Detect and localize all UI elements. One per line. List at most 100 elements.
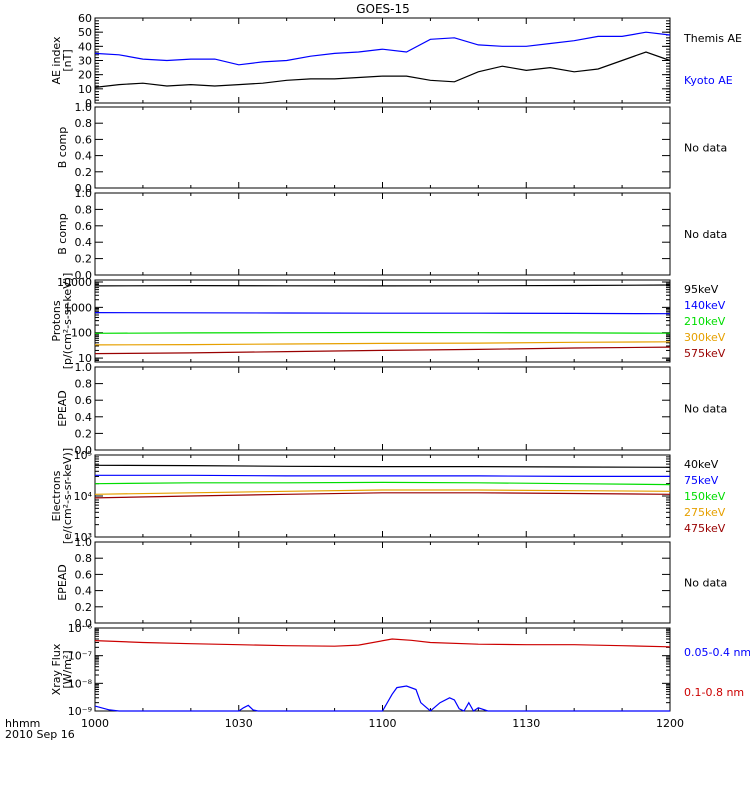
y-axis-label: AE index — [50, 36, 63, 85]
panel-frame — [94, 106, 671, 189]
plot-title: GOES-15 — [356, 2, 410, 16]
y-tick-label: 0.4 — [75, 236, 93, 249]
legend-entry: 300keV — [684, 331, 726, 344]
no-data-note: No data — [684, 577, 727, 590]
y-tick-label: 100 — [71, 327, 92, 340]
y-axis-label: [e/(cm²-s-sr-keV)] — [61, 448, 74, 544]
y-tick-label: 0.0 — [75, 182, 93, 195]
y-tick-label: 0.6 — [75, 133, 93, 146]
y-tick-label: 0.2 — [75, 253, 93, 266]
legend-entry: 0.05-0.4 nm — [684, 646, 750, 659]
y-tick-label: 1000 — [64, 301, 92, 314]
y-tick-label: 0.4 — [75, 150, 93, 163]
y-tick-label: 10⁻⁸ — [68, 677, 93, 690]
y-tick-label: 1.0 — [75, 536, 93, 549]
legend-entry: 95keV — [684, 283, 719, 296]
legend-entry: 40keV — [684, 458, 719, 471]
series-line-275kev — [94, 489, 671, 495]
y-tick-label: 0.8 — [75, 203, 93, 216]
legend-entry: 210keV — [684, 315, 726, 328]
y-tick-label: 0.6 — [75, 568, 93, 581]
y-tick-label: 10000 — [57, 276, 92, 289]
panel-epead2: 0.0 0.2 0.4 0.6 0.8 1.0 EPEAD No data — [56, 536, 727, 630]
x-tick-label: 1030 — [225, 717, 253, 730]
y-axis-label: EPEAD — [56, 564, 69, 601]
series-line-575kev — [94, 346, 671, 355]
y-axis-label: EPEAD — [56, 390, 69, 427]
y-tick-label: 0.4 — [75, 411, 93, 424]
y-tick-label: 0.4 — [75, 585, 93, 598]
y-tick-label: 10⁻⁶ — [68, 622, 93, 635]
series-line-75kev — [95, 474, 670, 477]
y-tick-label: 0.0 — [75, 269, 93, 282]
time-axis-label: hhmm — [5, 717, 40, 730]
date-label: 2010 Sep 16 — [5, 728, 75, 741]
panel-frame — [94, 366, 671, 451]
y-tick-label: 0.2 — [75, 427, 93, 440]
y-tick-label: 0.8 — [75, 378, 93, 391]
y-tick-label: 10⁴ — [74, 490, 93, 503]
y-tick-label: 0.2 — [75, 601, 93, 614]
y-axis-label: Xray Flux — [50, 643, 63, 695]
y-tick-label: 0.6 — [75, 394, 93, 407]
series-line-40kev — [94, 464, 671, 468]
series-line-0-1-0-8-nm — [94, 638, 671, 648]
y-tick-label: 40 — [78, 40, 92, 53]
no-data-note: No data — [684, 228, 727, 241]
legend-entry: 575keV — [684, 347, 726, 360]
no-data-note: No data — [684, 142, 727, 155]
series-line-475kev — [94, 492, 671, 499]
panel-electrons: 10³ 10⁴ 10⁵ Electrons[e/(cm²-s-sr-keV)] 40ke… — [50, 448, 726, 544]
y-tick-label: 0.8 — [75, 552, 93, 565]
panel-xray: 10⁻⁹ 10⁻⁸ 10⁻⁷ 10⁻⁶ Xray Flux[W/m²] 0.05-0.4 … — [50, 622, 750, 718]
x-tick-label: 1000 — [81, 717, 109, 730]
panel-bcomp1: 0.0 0.2 0.4 0.6 0.8 1.0 B comp No data — [56, 101, 727, 195]
x-tick-label: 1130 — [512, 717, 540, 730]
y-tick-label: 10⁻⁷ — [68, 650, 92, 663]
y-tick-label: 0.2 — [75, 166, 93, 179]
y-axis-label: Protons — [50, 300, 63, 341]
legend-entry: 75keV — [684, 474, 719, 487]
series-line-210kev — [94, 331, 671, 334]
y-tick-label: 10 — [78, 83, 92, 96]
series-line-140kev — [94, 312, 671, 315]
panel-frame — [94, 192, 671, 276]
y-tick-label: 0.8 — [75, 117, 93, 130]
y-tick-label: 10⁵ — [74, 449, 92, 462]
series-line-0-05-0-4-nm — [94, 685, 670, 712]
legend-entry: 140keV — [684, 299, 726, 312]
panel-frame — [94, 17, 671, 104]
series-line-themis-ae — [94, 51, 671, 88]
series-line-kyoto-ae — [94, 31, 671, 66]
y-tick-label: 0 — [85, 97, 92, 110]
legend-entry: 275keV — [684, 506, 726, 519]
series-line-95kev — [94, 284, 671, 287]
y-tick-label: 0.6 — [75, 220, 93, 233]
panel-bcomp2: 0.0 0.2 0.4 0.6 0.8 1.0 B comp No data — [56, 187, 727, 282]
y-tick-label: 10 — [78, 352, 92, 365]
legend-entry: Themis AE — [683, 32, 742, 45]
y-axis-label: [W/m²] — [61, 650, 74, 688]
y-tick-label: 60 — [78, 12, 92, 25]
legend-entry: 150keV — [684, 490, 726, 503]
y-tick-label: 1.0 — [75, 101, 93, 114]
panel-protons: 10 100 1000 10000 Protons[p/(cm²-s-sr-keV)] 9… — [50, 273, 726, 370]
x-tick-label: 1200 — [656, 717, 684, 730]
y-tick-label: 1.0 — [75, 361, 93, 374]
legend-entry: Kyoto AE — [684, 74, 733, 87]
y-tick-label: 10³ — [74, 531, 92, 544]
y-tick-label: 1.0 — [75, 187, 93, 200]
y-tick-label: 0.0 — [75, 444, 93, 457]
panel-frame — [94, 541, 671, 624]
y-tick-label: 10⁻⁹ — [68, 705, 92, 718]
y-axis-label: B comp — [56, 127, 69, 169]
series-line-300kev — [94, 341, 671, 346]
legend-entry: 0.1-0.8 nm — [684, 686, 744, 699]
y-tick-label: 20 — [78, 69, 92, 82]
legend-entry: 475keV — [684, 522, 726, 535]
y-axis-label: [nT] — [61, 49, 74, 71]
series-line-150kev — [94, 481, 671, 486]
